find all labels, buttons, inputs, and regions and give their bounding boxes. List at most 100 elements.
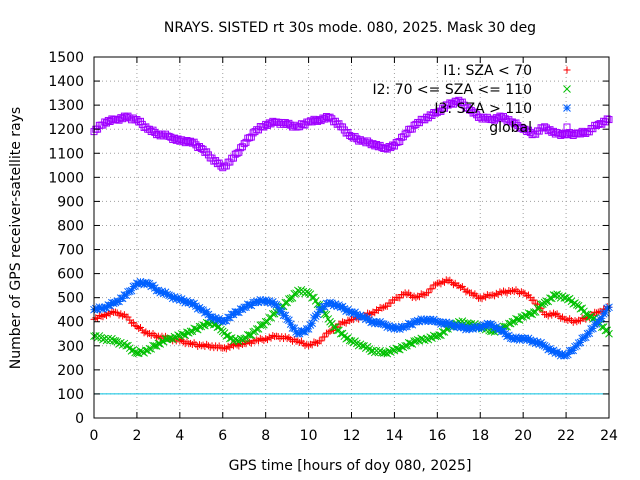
data-point <box>187 339 195 347</box>
data-point <box>324 329 332 337</box>
x-tick-label: 18 <box>471 428 489 444</box>
data-point <box>369 308 377 316</box>
data-point <box>396 137 404 145</box>
data-point <box>226 158 234 166</box>
data-point <box>550 309 558 317</box>
y-tick-label: 0 <box>75 411 84 427</box>
data-point <box>412 294 420 302</box>
axis-ticks <box>93 56 610 419</box>
data-point <box>564 131 572 139</box>
data-point <box>172 136 180 144</box>
data-point <box>403 129 411 137</box>
data-point <box>111 308 119 316</box>
data-point <box>394 138 402 146</box>
data-point <box>199 341 207 349</box>
data-point <box>246 134 254 142</box>
data-point <box>188 139 196 147</box>
data-point <box>383 302 391 310</box>
data-point <box>135 118 143 126</box>
legend-marker <box>563 85 571 93</box>
data-point <box>392 139 400 147</box>
data-point <box>94 314 102 322</box>
data-point <box>419 290 427 298</box>
data-point <box>305 342 313 350</box>
data-point <box>128 319 136 327</box>
data-point <box>117 114 125 122</box>
data-point <box>462 104 470 112</box>
data-point <box>555 130 563 138</box>
y-tick-label: 100 <box>57 387 84 403</box>
data-point <box>530 296 538 304</box>
data-point <box>408 125 416 133</box>
y-tick-label: 600 <box>57 267 84 283</box>
data-point <box>355 137 363 145</box>
data-point <box>385 143 393 151</box>
data-point <box>290 121 298 129</box>
legend-label: I3: SZA > 110 <box>434 101 532 117</box>
data-point <box>517 288 525 296</box>
data-point <box>240 140 248 148</box>
data-point <box>190 339 198 347</box>
data-point <box>274 118 282 126</box>
data-point <box>213 160 221 168</box>
data-point <box>237 144 245 152</box>
data-point <box>244 134 252 142</box>
data-point <box>415 293 423 301</box>
data-point <box>601 308 610 317</box>
data-point <box>222 162 230 170</box>
data-point <box>433 108 441 116</box>
data-point <box>192 325 200 333</box>
data-point <box>562 130 570 138</box>
data-point <box>247 133 255 141</box>
y-tick-label: 900 <box>57 194 84 210</box>
data-point <box>194 342 202 350</box>
data-point <box>256 321 265 329</box>
data-point <box>596 120 604 128</box>
x-tick-label: 6 <box>218 428 227 444</box>
data-point <box>304 325 313 333</box>
data-point <box>582 129 590 137</box>
data-point <box>124 313 132 321</box>
data-point <box>373 306 381 314</box>
data-point <box>423 113 431 121</box>
data-point <box>469 109 477 117</box>
data-point <box>231 150 239 158</box>
data-point <box>265 119 273 127</box>
y-tick-label: 1100 <box>48 146 84 162</box>
data-point <box>597 314 606 323</box>
data-point <box>194 143 202 151</box>
data-point <box>249 327 258 336</box>
data-point <box>381 144 389 152</box>
data-point <box>315 116 323 124</box>
x-axis-label: GPS time [hours of doy 080, 2025] <box>229 458 472 474</box>
data-point <box>92 314 100 322</box>
data-point <box>101 118 109 126</box>
data-point <box>179 137 187 145</box>
data-point <box>406 339 415 348</box>
series-3 <box>90 96 613 172</box>
data-point <box>353 135 361 143</box>
data-point <box>360 137 368 145</box>
data-point <box>278 118 286 126</box>
data-point <box>288 294 297 302</box>
x-tick-label: 10 <box>300 428 318 444</box>
data-point <box>133 116 141 124</box>
x-tick-label: 24 <box>600 428 618 444</box>
data-point <box>453 98 461 106</box>
legend-label: global <box>489 120 532 136</box>
y-tick-label: 300 <box>57 339 84 355</box>
data-point <box>158 130 166 138</box>
data-point <box>526 128 534 136</box>
data-point <box>567 130 575 138</box>
data-point <box>503 117 511 125</box>
data-point <box>403 290 411 298</box>
data-point <box>283 335 291 343</box>
data-point <box>394 345 402 353</box>
data-point <box>378 304 386 312</box>
data-point <box>462 288 470 296</box>
data-point <box>235 148 243 156</box>
data-point <box>482 115 490 123</box>
data-point <box>362 139 370 147</box>
data-point <box>269 332 277 340</box>
